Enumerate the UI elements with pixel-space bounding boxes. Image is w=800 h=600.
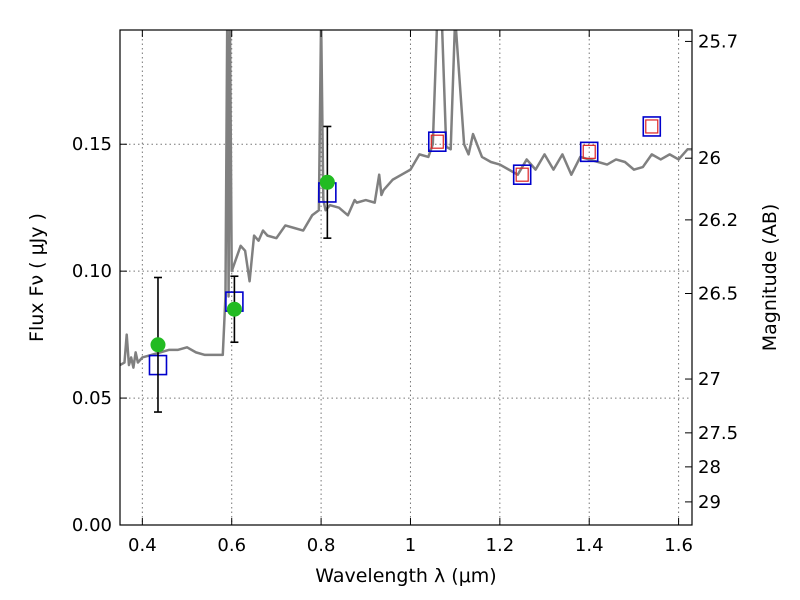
y2-axis-title: Magnitude (AB): [759, 204, 781, 352]
y2-tick-label: 27.5: [698, 423, 738, 444]
observed-point: [319, 174, 335, 190]
tick-layer: 0.4 0.6 0.8 1 1.2 1.4 1.6 0.00 0.05 0.10 0.15 25.7 2…: [72, 30, 738, 556]
y2-tick-label: 29: [698, 492, 721, 513]
y-tick-label: 0.05: [72, 388, 112, 409]
inner-photometry-box: [645, 119, 659, 134]
model-spectrum-line: [120, 30, 692, 369]
x-axis-title: Wavelength λ (μm): [315, 565, 496, 587]
x-tick-label: 1: [405, 535, 416, 556]
inner-photometry-box: [515, 167, 529, 182]
observed-point: [226, 301, 242, 317]
model-photometry-box: [579, 141, 599, 163]
x-tick-label: 1.4: [575, 535, 604, 556]
model-photometry-box: [642, 116, 662, 137]
y2-tick-label: 26: [698, 148, 721, 169]
x-tick-label: 1.2: [486, 535, 515, 556]
y-tick-label: 0.10: [72, 261, 112, 282]
y2-tick-label: 27: [698, 369, 721, 390]
model-photometry-box: [512, 164, 532, 185]
x-tick-label: 1.6: [664, 535, 693, 556]
y-tick-label: 0.15: [72, 134, 112, 155]
observed-point: [150, 337, 166, 353]
y2-tick-label: 28: [698, 457, 721, 478]
model-photometry-box: [427, 131, 447, 152]
inner-photometry-box: [582, 144, 596, 159]
y2-tick-label: 25.7: [698, 31, 738, 52]
grid-lines: [120, 30, 692, 525]
y-tick-label: 0.00: [72, 515, 112, 536]
y2-tick-label: 26.2: [698, 210, 738, 231]
x-tick-label: 0.8: [307, 535, 336, 556]
y-axis-title: Flux Fν ( μJy ): [26, 213, 48, 342]
plot-frame: [119, 29, 693, 526]
series-layer: [120, 30, 692, 369]
x-tick-label: 0.4: [128, 535, 157, 556]
y2-tick-label: 26.5: [698, 283, 738, 304]
x-tick-label: 0.6: [217, 535, 246, 556]
marker-layer: [148, 116, 662, 413]
inner-photometry-box: [430, 134, 444, 149]
